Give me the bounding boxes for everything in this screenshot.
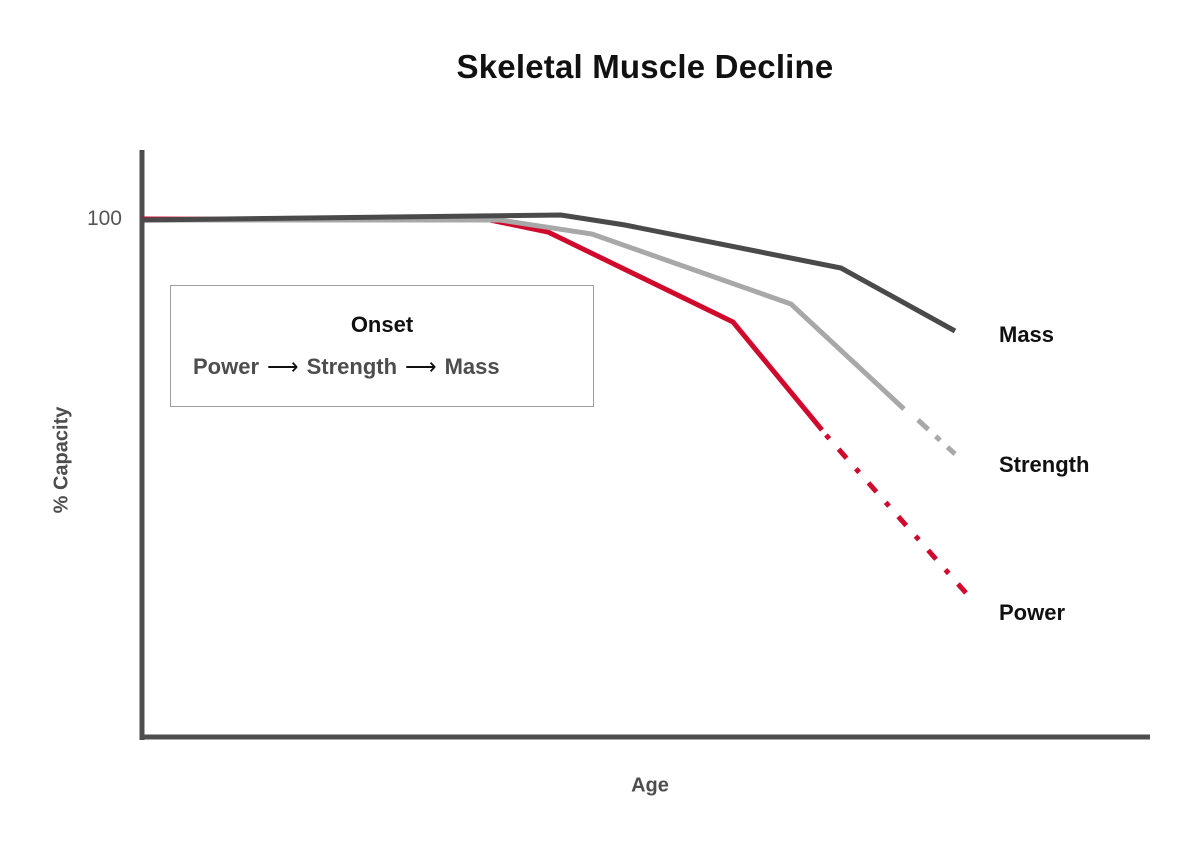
onset-title: Onset	[350, 312, 414, 337]
onset-step-power: Power	[193, 354, 260, 379]
onset-annotation-box: Onset Power ⟶ Strength ⟶ Mass	[170, 285, 594, 407]
y-axis-label: % Capacity	[50, 406, 73, 514]
series-strength-projection	[916, 418, 957, 456]
label-strength: Strength	[999, 452, 1090, 477]
arrow-right-icon: ⟶	[267, 354, 299, 379]
chart-title: Skeletal Muscle Decline	[456, 48, 834, 85]
label-mass: Mass	[999, 322, 1055, 347]
onset-sequence: Power ⟶ Strength ⟶ Mass	[193, 354, 500, 380]
series-mass-line	[141, 212, 957, 334]
onset-step-mass: Mass	[444, 354, 500, 379]
series-strength-line	[142, 217, 906, 411]
arrow-right-icon: ⟶	[405, 354, 437, 379]
series-power-projection	[824, 433, 976, 604]
y-tick-100: 100	[86, 207, 122, 230]
onset-step-strength: Strength	[306, 354, 398, 379]
x-axis-label: Age	[631, 774, 669, 797]
label-power: Power	[999, 600, 1066, 625]
